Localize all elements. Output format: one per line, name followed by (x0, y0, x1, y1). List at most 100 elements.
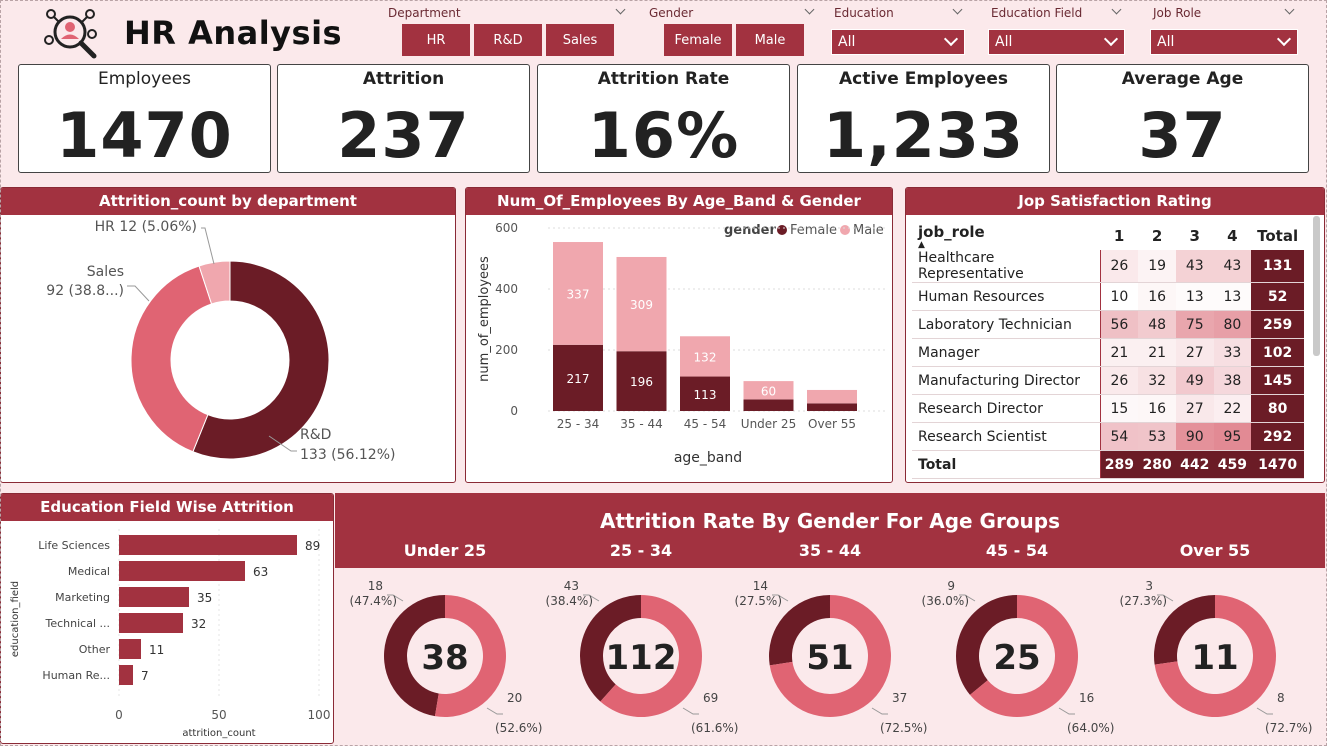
bar-female[interactable] (743, 399, 794, 411)
table-row[interactable]: Laboratory Technician 56 48 75 80 259 (912, 310, 1304, 339)
panel-title: Attrition_count by department (1, 188, 455, 215)
legend-male-label[interactable]: Male (853, 223, 884, 238)
x-tick-label: 50 (211, 708, 226, 722)
value-cell: 27 (1175, 394, 1214, 423)
x-tick-label: 45 - 54 (684, 417, 727, 431)
department-attrition-panel[interactable]: Attrition_count by department R&D 133 (56… (0, 187, 456, 483)
education-field-bar-chart[interactable]: education_field 0 50 100 attrition_count Life… (1, 521, 334, 744)
grand-total-cell: 1470 (1251, 450, 1304, 479)
bar-data-label: 7 (141, 669, 149, 683)
male-pct-label: (64.0%) (1067, 721, 1114, 735)
bar[interactable] (119, 535, 297, 555)
leader-line (387, 594, 404, 602)
column-header[interactable]: 4 (1227, 227, 1238, 245)
chevron-down-icon (1103, 31, 1119, 47)
education-dropdown[interactable]: All (831, 29, 965, 55)
table-row[interactable]: Manager 21 21 27 33 102 (912, 338, 1304, 367)
row-total-cell: 292 (1251, 422, 1304, 451)
bar[interactable] (119, 587, 189, 607)
column-header[interactable]: job_role ▲ (912, 222, 1100, 250)
donut-slice-hr[interactable] (198, 260, 231, 305)
male-count-label: 69 (703, 691, 718, 705)
bar[interactable] (119, 665, 133, 685)
donut-slice-male[interactable] (600, 595, 702, 717)
female-count-label: 9 (947, 579, 955, 593)
y-tick-label: 600 (495, 221, 518, 235)
education-slicer-label: Education (834, 6, 894, 20)
department-donut-chart[interactable]: R&D 133 (56.12%) Sales 92 (38.8...) HR 12 (5… (1, 215, 456, 483)
column-header[interactable]: 1 (1113, 227, 1125, 245)
y-tick-label: Medical (68, 565, 110, 578)
education-field-chevron-icon[interactable] (1111, 4, 1122, 15)
bar-male[interactable] (616, 256, 667, 352)
job-role-slicer-label: Job Role (1153, 6, 1202, 20)
table-row[interactable]: Research Scientist 54 53 90 95 292 (912, 422, 1304, 451)
value-cell: 27 (1175, 338, 1214, 367)
bar-female[interactable] (680, 376, 730, 411)
table-row[interactable]: Human Resources 10 16 13 13 52 (912, 282, 1304, 311)
donut-slice-male[interactable] (969, 595, 1078, 717)
table-row[interactable]: Manufacturing Director 26 32 49 38 145 (912, 366, 1304, 395)
education-field-dropdown[interactable]: All (988, 29, 1125, 55)
chevron-down-icon (943, 31, 959, 47)
bar-male[interactable] (743, 381, 794, 400)
female-pct-label: (36.0%) (922, 594, 969, 608)
male-pct-label: (72.7%) (1265, 721, 1312, 735)
gender-male-button[interactable]: Male (735, 23, 805, 57)
job-satisfaction-panel[interactable]: Jop Satisfaction Rating job_role ▲ 1 2 3 4 Tot… (905, 187, 1325, 483)
table-row[interactable]: Research Director 15 16 27 22 80 (912, 394, 1304, 423)
age-gender-panel[interactable]: Num_Of_Employees By Age_Band & Gender ge… (465, 187, 893, 483)
department-rd-button[interactable]: R&D (473, 23, 543, 57)
sort-caret-icon[interactable]: ▲ (918, 240, 925, 250)
donut-slice-female[interactable] (579, 595, 641, 702)
job-role-chevron-icon[interactable] (1284, 4, 1295, 15)
total-label-cell: Total (912, 450, 1101, 479)
table-scrollbar[interactable] (1313, 216, 1320, 356)
column-header[interactable]: 3 (1189, 227, 1200, 245)
male-pct-label: (72.5%) (880, 721, 927, 735)
donut-slice-female[interactable] (956, 595, 1017, 695)
donut-slice-sales[interactable] (130, 265, 213, 453)
row-total-cell: 131 (1251, 250, 1304, 283)
y-tick-label: Marketing (55, 591, 110, 604)
bar-male[interactable] (680, 336, 730, 377)
row-total-cell: 80 (1251, 394, 1304, 423)
bar[interactable] (119, 561, 245, 581)
donut-slice-rd[interactable] (192, 260, 330, 460)
leader-line (1058, 707, 1075, 715)
column-header[interactable]: 2 (1151, 227, 1163, 245)
leader-line (871, 707, 888, 715)
education-chevron-icon[interactable] (952, 4, 963, 15)
value-cell: 48 (1138, 310, 1176, 339)
donut-slice-female[interactable] (769, 595, 830, 666)
table-row[interactable]: Healthcare Representative 26 19 43 43 131 (912, 250, 1304, 283)
gender-female-button[interactable]: Female (663, 23, 733, 57)
job-role-dropdown[interactable]: All (1150, 29, 1298, 55)
donut-slice-female[interactable] (384, 595, 445, 717)
education-field-panel[interactable]: Education Field Wise Attrition education… (0, 493, 334, 744)
bar[interactable] (119, 613, 183, 633)
bar-male[interactable] (553, 242, 603, 345)
department-chevron-icon[interactable] (615, 4, 626, 15)
education-value: All (838, 34, 856, 50)
department-hr-button[interactable]: HR (401, 23, 471, 57)
gender-age-panel[interactable]: Attrition Rate By Gender For Age Groups … (335, 493, 1325, 744)
education-field-value: All (995, 34, 1013, 50)
donut-slice-male[interactable] (769, 595, 891, 717)
legend-female-label[interactable]: Female (790, 223, 837, 238)
bar-male[interactable] (807, 389, 857, 404)
bar[interactable] (119, 639, 141, 659)
age-gender-bar-chart[interactable]: gender Female Male 0 200 400 600 num_of_employe… (466, 215, 893, 483)
column-header[interactable]: Total (1257, 227, 1299, 245)
age-group-title: Under 25 (404, 541, 486, 560)
donut-slice-male[interactable] (434, 595, 506, 717)
gender-chevron-icon[interactable] (804, 4, 815, 15)
bar-female[interactable] (807, 403, 857, 411)
department-sales-button[interactable]: Sales (545, 23, 615, 57)
slice-label: R&D (300, 427, 331, 443)
donut-slice-female[interactable] (1154, 595, 1215, 665)
donut-slice-male[interactable] (1154, 595, 1276, 717)
bar-female[interactable] (553, 344, 603, 411)
bar-female[interactable] (616, 351, 667, 411)
